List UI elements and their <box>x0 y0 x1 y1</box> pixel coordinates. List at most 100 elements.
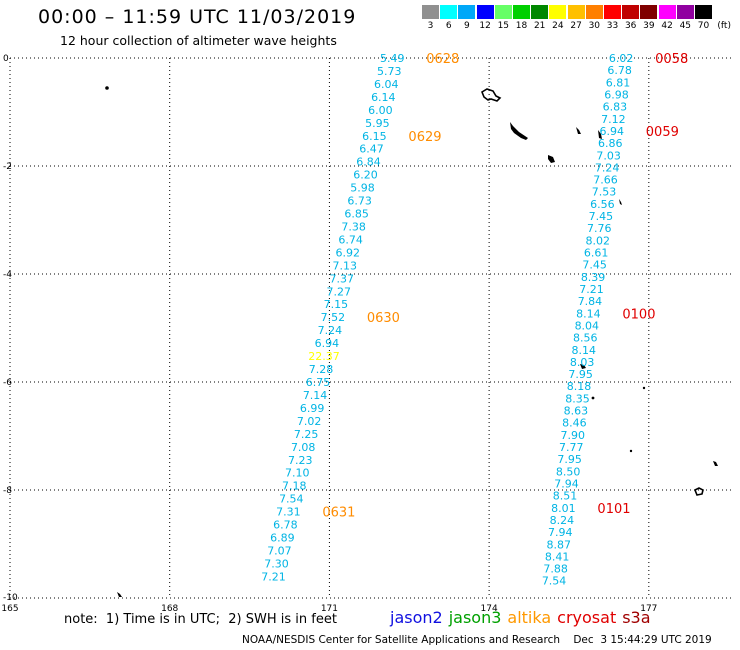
wave-height-value: 7.21 <box>261 570 286 583</box>
lon-tick-label: 174 <box>481 604 498 614</box>
wave-height-value: 6.89 <box>270 532 295 545</box>
wave-height-value: 8.02 <box>585 234 610 247</box>
satellite-s3a: s3a <box>622 608 651 627</box>
wave-height-value: 7.54 <box>279 493 304 506</box>
wave-height-value: 8.39 <box>581 271 606 284</box>
island-marker <box>629 449 633 453</box>
scale-swatch <box>567 5 585 19</box>
scale-label: 27 <box>570 21 582 31</box>
wave-height-value: 7.28 <box>309 363 334 376</box>
satellite-legend: jason2 jason3 altika cryosat s3a <box>390 608 657 627</box>
wave-height-value: 6.99 <box>300 402 325 415</box>
wave-height-value: 7.30 <box>264 557 289 570</box>
wave-height-value: 8.51 <box>553 490 578 503</box>
satellite-cryosat: cryosat <box>557 608 617 627</box>
scale-label: 15 <box>497 21 510 31</box>
wave-height-value: 7.10 <box>285 467 310 480</box>
scale-label: 36 <box>624 21 637 31</box>
wave-height-value: 6.56 <box>590 198 615 211</box>
island-marker <box>105 86 109 90</box>
wave-height-value: 7.94 <box>554 477 579 490</box>
lat-tick-label: -8 <box>3 486 12 496</box>
scale-label: 42 <box>661 21 673 31</box>
wave-height-value: 7.95 <box>557 453 582 466</box>
wave-height-value: 6.92 <box>335 246 360 259</box>
credit-line: NOAA/NESDIS Center for Satellite Applica… <box>242 634 712 646</box>
satellite-altika: altika <box>507 608 552 627</box>
satellite-jason2: jason2 <box>390 608 443 627</box>
wave-height-value: 8.50 <box>556 465 581 478</box>
scale-swatch <box>476 5 494 19</box>
scale-label: 21 <box>533 21 546 31</box>
time-label: 0629 <box>408 130 441 145</box>
island-outline <box>713 461 718 466</box>
page-title: 00:00 – 11:59 UTC 11/03/2019 <box>38 6 357 28</box>
scale-swatch <box>695 5 712 19</box>
time-label: 0100 <box>622 307 655 322</box>
scale-label: 12 <box>479 21 491 31</box>
wave-height-value: 7.13 <box>332 259 357 272</box>
scale-label: 3 <box>427 21 434 31</box>
wave-height-value: 5.95 <box>365 117 390 130</box>
lon-tick-label: 165 <box>1 604 18 614</box>
wave-height-value: 6.85 <box>344 208 369 221</box>
wave-height-value: 7.24 <box>318 324 343 337</box>
scale-label: 45 <box>679 21 692 31</box>
scale-swatch <box>658 5 676 19</box>
lat-tick-label: -6 <box>3 378 12 388</box>
wave-height-value: 6.04 <box>374 78 399 91</box>
island-outline <box>117 592 122 597</box>
island-outline <box>548 155 555 163</box>
wave-height-value: 6.94 <box>600 125 625 138</box>
wave-height-value: 6.47 <box>359 143 384 156</box>
page-subtitle: 12 hour collection of altimeter wave hei… <box>60 33 337 48</box>
wave-height-value: 6.14 <box>371 91 396 104</box>
wave-height-value: 6.00 <box>368 104 393 117</box>
wave-height-value: 6.20 <box>353 169 378 182</box>
wave-height-value: 7.77 <box>559 441 584 454</box>
wave-height-value: 5.49 <box>380 52 405 65</box>
island-outline <box>580 364 586 369</box>
wave-height-value: 6.94 <box>315 337 340 350</box>
time-label: 0631 <box>322 506 355 521</box>
wave-height-value: 6.81 <box>606 76 631 89</box>
wave-height-value: 8.63 <box>564 405 589 418</box>
scale-swatch <box>622 5 640 19</box>
scale-swatch <box>494 5 512 19</box>
wave-height-value: 8.01 <box>551 502 576 515</box>
wave-height-value: 7.66 <box>593 174 618 187</box>
wave-height-value: 8.04 <box>575 319 600 332</box>
wave-height-value: 5.73 <box>377 65 402 78</box>
island-outline <box>510 122 528 140</box>
wave-height-value: 6.78 <box>607 64 632 77</box>
scale-swatch <box>549 5 567 19</box>
wave-height-value: 6.83 <box>603 101 628 114</box>
lon-tick-label: 171 <box>321 604 338 614</box>
scale-label: 18 <box>515 21 528 31</box>
wave-height-value: 7.18 <box>282 480 307 493</box>
wave-height-value: 8.14 <box>571 344 596 357</box>
wave-height-value: 6.74 <box>338 233 363 246</box>
lat-tick-label: -10 <box>3 593 18 603</box>
time-label: 0059 <box>646 125 679 140</box>
island-outline <box>481 88 502 102</box>
island-marker <box>591 396 595 400</box>
time-label: 0101 <box>597 502 630 517</box>
wave-height-value: 7.23 <box>288 454 313 467</box>
scale-swatch <box>422 5 439 19</box>
wave-height-value: 7.94 <box>548 526 573 539</box>
lat-tick-label: -2 <box>3 162 12 172</box>
wave-height-value: 6.02 <box>609 52 634 65</box>
wave-height-value: 8.03 <box>570 356 595 369</box>
wave-height-value: 8.35 <box>565 392 590 405</box>
scale-label: 24 <box>552 21 564 31</box>
wave-height-value: 7.90 <box>561 429 586 442</box>
wave-height-value: 8.87 <box>546 538 571 551</box>
island-outlines <box>105 86 718 597</box>
wave-height-value: 22.37 <box>308 350 340 363</box>
wave-height-value: 8.41 <box>545 550 570 563</box>
wave-height-value: 6.75 <box>306 376 331 389</box>
wave-height-value: 7.27 <box>327 285 352 298</box>
